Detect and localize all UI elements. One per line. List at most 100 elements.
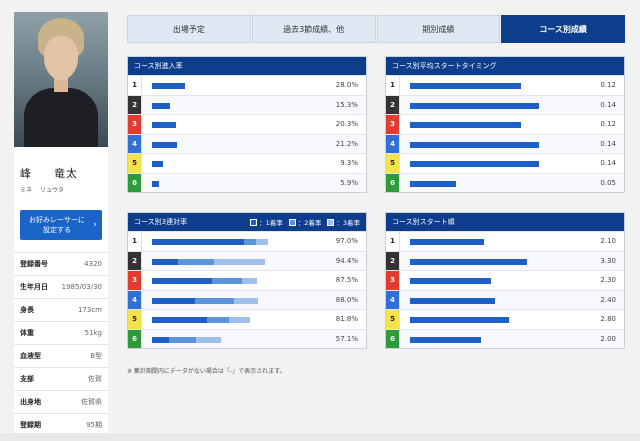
course-row: 1 0.12 [386,75,624,95]
value-label: 2.40 [600,295,616,304]
bar [410,161,539,167]
bar [152,141,177,148]
course-number: 1 [128,76,142,95]
bar-first [152,278,212,284]
info-key: 登録期 [20,421,41,429]
bar-first [152,239,245,245]
info-key: 身長 [20,306,34,314]
course-row: 2 15.3% [128,94,366,115]
course-row: 4 88.0% [128,289,366,309]
bar [410,258,527,265]
panel-start-order: コース別スタート順 1 2.10 2 3.30 3 2.30 4 2.40 5 2.80 6 2.00 [385,212,625,349]
tab-3[interactable]: 期別成績 [376,15,501,43]
info-value: 佐賀 [88,375,102,383]
bar-area [400,135,576,154]
bar [410,297,495,304]
info-value: 佐賀県 [81,398,102,406]
bar-area [142,96,318,115]
info-row: 血液型 B型 [14,344,108,367]
value-label: 2.80 [600,315,616,324]
course-number: 2 [386,251,400,270]
value-label: 20.3% [335,120,358,129]
bottom-strip [0,433,640,441]
racer-name: 峰 竜太 [20,165,102,181]
kana-given: リュウタ [40,187,65,194]
info-key: 血液型 [20,352,41,360]
bar-area [400,76,576,95]
course-number: 6 [128,173,142,192]
info-key: 出身地 [20,398,41,406]
course-number: 3 [386,115,400,134]
value-label: 2.30 [600,276,616,285]
bar-second [168,336,197,343]
bar [152,122,176,128]
bar-area [142,232,318,251]
bar [410,278,492,284]
legend-label: ：1着率 [259,219,283,227]
bar-third [233,297,258,304]
course-number: 5 [386,154,400,173]
course-number: 1 [386,232,400,251]
course-row: 4 0.14 [386,133,624,154]
info-row: 体重 51kg [14,321,108,344]
favorite-racer-button[interactable]: お好みレーサーに設定する › [20,210,102,240]
racer-info-list: 登録番号 4320 生年月日 1985/03/30 身長 173cm 体重 51kg 血液型 B型… [14,252,108,441]
course-number: 5 [128,310,142,329]
info-value: 95期 [86,421,102,429]
value-label: 81.8% [335,315,358,324]
footnote: ※ 集計期間内にデータがない場合は「-」で表示されます。 [127,368,286,375]
panel-title: コース別3連対率 ：1着率 ：2着率 ：3着率 [128,213,366,231]
course-row: 3 20.3% [128,114,366,134]
course-number: 4 [386,290,400,309]
tab-1[interactable]: 出場予定 [127,15,251,43]
stats-tabs: 出場予定 過去3節成績、他 期別成績 コース別成績 [127,15,625,43]
value-label: 0.14 [600,100,616,109]
bar-second [195,297,234,304]
bar-second [207,317,229,323]
bar-area [400,330,576,349]
bar-third [242,278,257,284]
info-key: 支部 [20,375,34,383]
info-value: 51kg [84,329,102,337]
bar-area [142,174,318,193]
bar-area [400,271,576,290]
tab-4[interactable]: コース別成績 [501,15,625,43]
bar-third [256,239,269,245]
panel-title: コース別スタート順 [386,213,624,231]
name-family: 峰 [20,167,32,180]
bar [152,83,185,89]
panel-title-text: コース別スタート順 [392,218,455,226]
panel-start-timing: コース別平均スタートタイミング 1 0.12 2 0.14 3 0.12 4 0.14 5 0.14… [385,56,625,193]
course-row: 3 87.5% [128,270,366,290]
bar [410,336,481,343]
bar-area [400,232,576,251]
bar-area [142,154,318,173]
panel-title-text: コース別3連対率 [134,218,188,226]
legend-label: ：2着率 [297,219,322,227]
course-row: 4 2.40 [386,289,624,309]
panel-title-text: コース別平均スタートタイミング [392,62,497,70]
bar-first [152,297,196,304]
course-number: 4 [128,134,142,153]
course-number: 5 [386,310,400,329]
info-row: 生年月日 1985/03/30 [14,275,108,298]
course-number: 4 [386,134,400,153]
course-number: 2 [386,95,400,114]
course-row: 6 0.05 [386,172,624,193]
info-row: 出身地 佐賀県 [14,390,108,413]
value-label: 9.3% [340,159,358,168]
bar-area [400,252,576,271]
course-number: 3 [386,271,400,290]
bar-area [142,252,318,271]
tab-2[interactable]: 過去3節成績、他 [251,15,376,43]
bar-area [400,174,576,193]
bar [152,102,170,109]
legend-label: ：3着率 [336,219,360,227]
info-key: 登録番号 [20,260,48,268]
racer-photo [14,12,108,147]
bar-second [244,239,257,245]
info-key: 生年月日 [20,283,48,291]
name-given: 竜太 [54,167,78,180]
info-value: 173cm [77,306,102,314]
